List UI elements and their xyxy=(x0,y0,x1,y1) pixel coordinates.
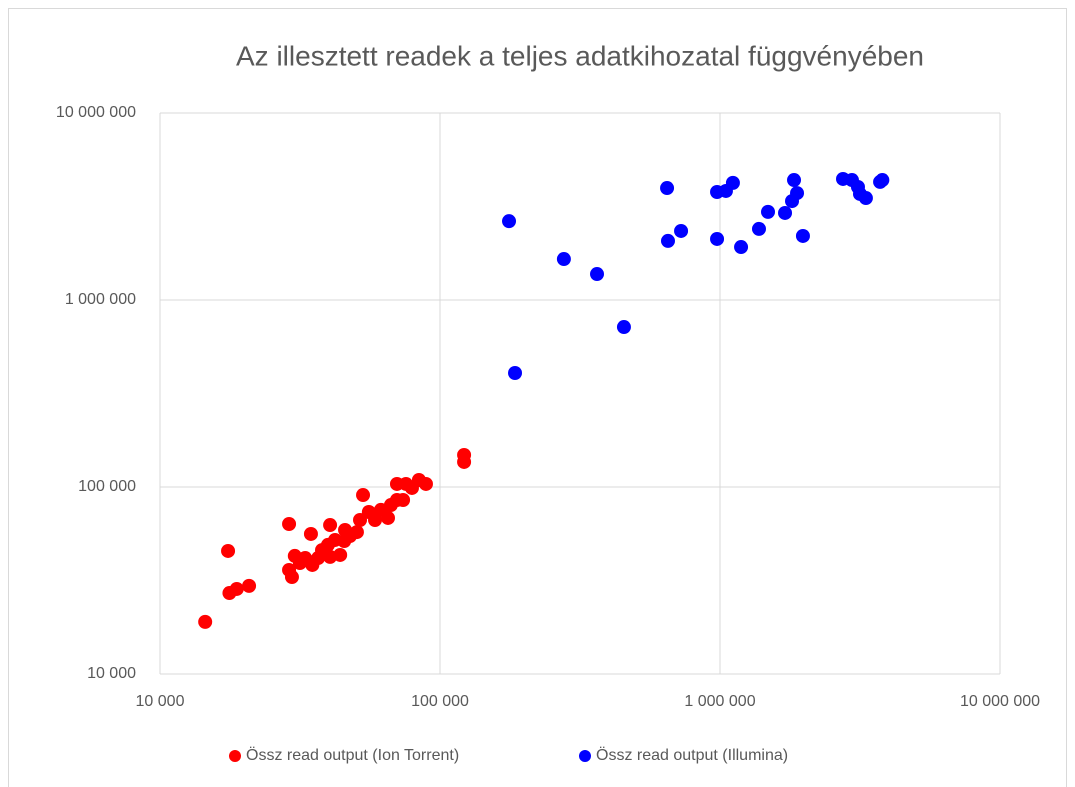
scatter-point xyxy=(457,454,472,469)
scatter-point xyxy=(356,488,371,503)
x-tick-label: 1 000 000 xyxy=(684,693,755,710)
scatter-point xyxy=(761,204,776,219)
chart-title: Az illesztett readek a teljes adatkihoza… xyxy=(236,40,924,71)
scatter-point xyxy=(660,181,675,196)
scatter-point xyxy=(380,510,395,525)
scatter-point xyxy=(242,578,257,593)
y-tick-label: 10 000 xyxy=(87,665,136,682)
scatter-point xyxy=(508,366,523,381)
legend-marker xyxy=(579,750,591,762)
y-tick-label: 100 000 xyxy=(78,478,136,495)
scatter-point xyxy=(616,320,631,335)
scatter-point xyxy=(418,476,433,491)
y-tick-label: 10 000 000 xyxy=(56,104,136,121)
chart-border xyxy=(8,8,1067,787)
scatter-point xyxy=(751,221,766,236)
x-tick-label: 10 000 xyxy=(136,693,185,710)
legend-label: Össz read output (Illumina) xyxy=(596,746,788,764)
scatter-point xyxy=(221,543,236,558)
scatter-point xyxy=(229,581,244,596)
scatter-point xyxy=(396,493,411,508)
scatter-point xyxy=(349,525,364,540)
scatter-point xyxy=(282,517,297,532)
legend-marker xyxy=(229,750,241,762)
scatter-point xyxy=(333,547,348,562)
scatter-point xyxy=(660,233,675,248)
scatter-point xyxy=(198,614,213,629)
scatter-point xyxy=(790,186,805,201)
scatter-point xyxy=(674,223,689,238)
y-tick-label: 1 000 000 xyxy=(65,291,136,308)
scatter-point xyxy=(556,252,571,267)
scatter-point xyxy=(858,191,873,206)
scatter-point xyxy=(303,526,318,541)
scatter-point xyxy=(502,214,517,229)
scatter-point xyxy=(875,173,890,188)
scatter-point xyxy=(284,570,299,585)
scatter-point xyxy=(778,205,793,220)
x-tick-label: 100 000 xyxy=(411,693,469,710)
scatter-point xyxy=(323,518,338,533)
scatter-point xyxy=(734,240,749,255)
scatter-point xyxy=(795,228,810,243)
scatter-point xyxy=(710,231,725,246)
x-tick-label: 10 000 000 xyxy=(960,693,1040,710)
scatter-point xyxy=(725,175,740,190)
legend-label: Össz read output (Ion Torrent) xyxy=(246,746,459,764)
scatter-point xyxy=(787,173,802,188)
scatter-point xyxy=(590,267,605,282)
